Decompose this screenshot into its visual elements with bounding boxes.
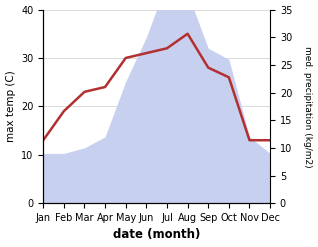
Y-axis label: med. precipitation (kg/m2): med. precipitation (kg/m2) (303, 45, 313, 167)
Y-axis label: max temp (C): max temp (C) (5, 70, 16, 142)
X-axis label: date (month): date (month) (113, 228, 200, 242)
